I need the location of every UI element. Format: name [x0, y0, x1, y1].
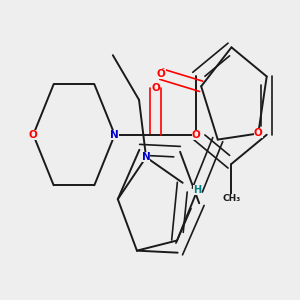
Text: N: N [110, 130, 119, 140]
Text: N: N [142, 152, 151, 162]
Text: O: O [192, 130, 201, 140]
Text: CH₃: CH₃ [222, 194, 241, 203]
Text: O: O [254, 128, 262, 139]
Text: O: O [157, 69, 166, 79]
Text: O: O [29, 130, 38, 140]
Text: H: H [193, 185, 202, 195]
Text: O: O [151, 83, 160, 93]
